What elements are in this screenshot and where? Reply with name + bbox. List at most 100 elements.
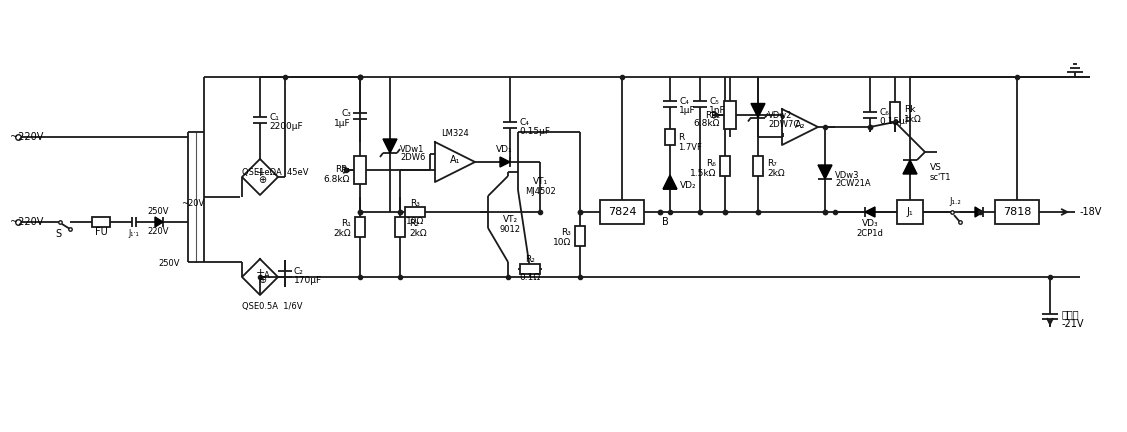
Text: VDw3: VDw3 xyxy=(835,171,860,180)
Bar xyxy=(724,101,736,129)
Bar xyxy=(753,156,763,176)
Text: R₂: R₂ xyxy=(409,219,419,229)
Text: ~220V: ~220V xyxy=(10,132,43,142)
Text: 2DW6: 2DW6 xyxy=(400,152,425,162)
Text: 2CP1d: 2CP1d xyxy=(857,229,884,238)
Text: VT₁: VT₁ xyxy=(532,178,548,187)
Text: 10Ω: 10Ω xyxy=(552,238,571,247)
Text: QSE0.5A  1/6V: QSE0.5A 1/6V xyxy=(242,302,302,311)
Text: 0.1Ω: 0.1Ω xyxy=(520,273,541,283)
Text: C₄: C₄ xyxy=(678,97,689,106)
Text: 2kΩ: 2kΩ xyxy=(767,168,784,178)
Bar xyxy=(92,217,110,227)
Polygon shape xyxy=(156,217,163,227)
Text: A₂: A₂ xyxy=(795,120,806,130)
Text: A₁: A₁ xyxy=(450,155,460,165)
Text: sc'T1: sc'T1 xyxy=(930,172,951,181)
Polygon shape xyxy=(383,139,397,153)
Text: ~20V: ~20V xyxy=(181,200,205,209)
Text: 2kΩ: 2kΩ xyxy=(409,229,427,238)
Text: A: A xyxy=(264,270,269,280)
Text: 2200μF: 2200μF xyxy=(269,122,303,131)
Text: ⊕: ⊕ xyxy=(258,175,266,185)
Polygon shape xyxy=(500,157,511,167)
Text: ⊕: ⊕ xyxy=(258,275,266,285)
Text: R₆: R₆ xyxy=(707,159,716,168)
Text: R: R xyxy=(678,133,684,142)
Text: C₄: C₄ xyxy=(520,118,529,127)
Polygon shape xyxy=(782,109,818,145)
Bar xyxy=(720,156,730,176)
Text: R₂: R₂ xyxy=(525,255,535,264)
Bar xyxy=(394,217,405,237)
Text: VD₁: VD₁ xyxy=(496,146,513,155)
Text: 170μF: 170μF xyxy=(294,276,322,285)
Text: 0.15μF: 0.15μF xyxy=(520,127,550,136)
Text: 6.8kΩ: 6.8kΩ xyxy=(693,120,720,128)
Bar xyxy=(575,226,585,245)
Text: R₇: R₇ xyxy=(767,159,777,168)
Text: J₁.₂: J₁.₂ xyxy=(949,197,961,206)
Text: -21V: -21V xyxy=(1062,319,1084,329)
Bar xyxy=(355,217,365,237)
Bar xyxy=(405,207,425,217)
Text: R₁: R₁ xyxy=(341,219,350,229)
Text: 1μF: 1μF xyxy=(678,106,695,115)
Text: VDw1: VDw1 xyxy=(400,144,425,153)
Bar xyxy=(354,156,366,184)
Text: 220V: 220V xyxy=(148,228,169,236)
Bar xyxy=(890,102,900,122)
Text: J₁: J₁ xyxy=(906,207,913,217)
Polygon shape xyxy=(818,165,832,179)
Text: 2CW21A: 2CW21A xyxy=(835,180,871,188)
Text: 2DW7C: 2DW7C xyxy=(767,120,799,129)
Text: C₁: C₁ xyxy=(269,113,278,122)
Text: 10Ω: 10Ω xyxy=(406,216,424,226)
Text: 1μF: 1μF xyxy=(335,118,350,127)
Text: -18V: -18V xyxy=(1080,207,1102,217)
Text: +: + xyxy=(256,168,265,178)
Text: R₃: R₃ xyxy=(410,198,420,207)
Text: C₅: C₅ xyxy=(709,97,719,106)
Text: 7824: 7824 xyxy=(607,207,637,217)
Text: R₃: R₃ xyxy=(561,228,571,237)
Text: 1kΩ: 1kΩ xyxy=(904,114,922,124)
Bar xyxy=(600,200,644,224)
Text: FU: FU xyxy=(95,227,107,237)
Text: J₁·₁: J₁·₁ xyxy=(128,229,140,238)
Text: VS: VS xyxy=(930,162,942,172)
Text: VD₃: VD₃ xyxy=(862,219,878,229)
Text: VT₂: VT₂ xyxy=(503,216,517,225)
Text: VD₂: VD₂ xyxy=(680,181,696,191)
Text: 250V: 250V xyxy=(148,207,169,216)
Text: VDw2: VDw2 xyxy=(767,111,792,120)
Text: C₂: C₂ xyxy=(294,267,304,276)
Polygon shape xyxy=(663,175,677,189)
Text: Rk: Rk xyxy=(904,105,915,114)
Polygon shape xyxy=(751,104,765,118)
Text: RP₂: RP₂ xyxy=(704,111,720,120)
Text: 1.7VF: 1.7VF xyxy=(678,143,702,152)
Bar xyxy=(665,129,675,145)
Text: 0.15μF: 0.15μF xyxy=(879,117,909,126)
Text: S: S xyxy=(55,229,61,239)
Text: 9012: 9012 xyxy=(499,225,521,234)
Text: 250V: 250V xyxy=(158,260,179,269)
Polygon shape xyxy=(975,207,983,217)
Text: RP₁: RP₁ xyxy=(335,165,350,175)
Polygon shape xyxy=(866,207,875,217)
Text: B: B xyxy=(662,217,668,227)
Text: 1.5kΩ: 1.5kΩ xyxy=(690,168,716,178)
Text: 7818: 7818 xyxy=(1003,207,1031,217)
Text: MJ4502: MJ4502 xyxy=(525,187,556,197)
Text: +: + xyxy=(256,268,265,278)
Text: 2kΩ: 2kΩ xyxy=(334,229,350,238)
Text: LM324: LM324 xyxy=(441,130,469,139)
Text: QSE1eΩA  45eV: QSE1eΩA 45eV xyxy=(242,168,309,177)
Bar xyxy=(995,200,1039,224)
Text: 1nF: 1nF xyxy=(709,106,726,115)
Polygon shape xyxy=(435,142,474,182)
Text: C₆: C₆ xyxy=(879,108,889,117)
Text: ~220V: ~220V xyxy=(10,217,43,227)
Bar xyxy=(520,264,540,274)
